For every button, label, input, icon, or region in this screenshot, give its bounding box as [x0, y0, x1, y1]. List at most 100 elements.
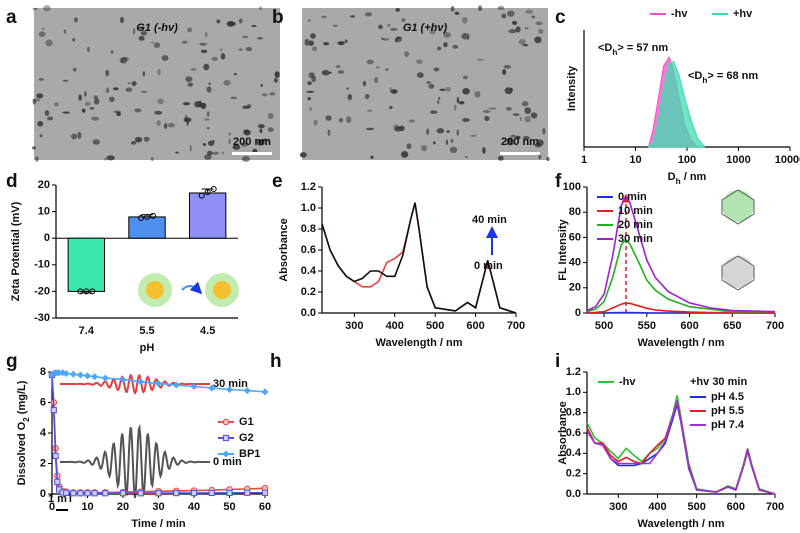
particle: [200, 49, 208, 54]
y-tick-label: 1.2: [566, 366, 581, 378]
particle: [333, 24, 338, 27]
particle: [200, 102, 207, 110]
micelle-cartoon: [138, 273, 239, 307]
particle: [329, 71, 332, 74]
particle: [505, 138, 514, 143]
particle: [438, 97, 441, 100]
particle: [233, 72, 238, 76]
particle: [523, 136, 530, 140]
particle: [36, 93, 44, 99]
legend-label: pH 7.4: [711, 419, 745, 431]
particle: [259, 6, 262, 11]
particle: [175, 151, 180, 154]
y-tick-label: 0.2: [301, 286, 316, 298]
legend-title: +hv 30 min: [690, 376, 747, 388]
x-tick-label: 5.5: [139, 325, 154, 337]
particle: [428, 83, 435, 89]
y-tick-label: 1.0: [566, 386, 581, 398]
series-line: [586, 195, 776, 313]
particle: [208, 82, 211, 86]
particle: [207, 150, 213, 156]
marker: [63, 489, 70, 496]
particle: [325, 115, 332, 121]
marker: [172, 381, 180, 389]
particle: [167, 123, 176, 128]
particle: [321, 70, 330, 76]
particle: [77, 131, 82, 139]
particle: [497, 155, 504, 161]
x-tick-label: 20: [117, 501, 129, 513]
particle: [462, 16, 468, 24]
particle: [157, 68, 161, 76]
particle: [267, 113, 274, 120]
marker: [190, 382, 198, 390]
marker: [222, 418, 230, 426]
particle: [125, 87, 133, 93]
x-tick-label: 10: [81, 501, 93, 513]
particle: [534, 36, 542, 44]
x-axis-label: Wavelength / nm: [638, 518, 725, 530]
particle: [35, 156, 39, 162]
particle: [524, 116, 531, 123]
marker: [91, 373, 99, 381]
particle: [370, 155, 374, 159]
y-tick-label: 10: [38, 206, 50, 218]
label-part: > = 57 nm: [617, 42, 668, 54]
particle: [394, 126, 402, 132]
y-tick-label: 40: [569, 257, 581, 269]
particle: [346, 116, 352, 124]
particle: [346, 87, 349, 90]
particle: [470, 134, 477, 137]
x-tick-label: 60: [259, 501, 271, 513]
particle: [202, 142, 206, 147]
particle: [112, 87, 119, 91]
particle: [404, 51, 409, 57]
particle: [72, 37, 76, 42]
particle: [256, 36, 263, 40]
particle: [238, 48, 243, 51]
scale-bar-label: 200 nm: [233, 136, 271, 148]
particle: [433, 67, 440, 72]
particle: [105, 69, 110, 77]
bar: [188, 192, 227, 239]
particle: [482, 146, 486, 154]
x-tick-label: 100: [678, 154, 696, 166]
particle: [390, 89, 398, 94]
particle: [260, 83, 264, 87]
particle: [108, 96, 115, 102]
label-part: Dissolved O: [16, 421, 28, 485]
x-tick-label: 300: [609, 501, 627, 513]
particle: [521, 101, 529, 107]
replicate-point: [83, 288, 90, 295]
label-part: / nm: [681, 171, 707, 183]
particle: [502, 69, 507, 76]
particle: [367, 109, 373, 112]
panel-letter: g: [6, 351, 18, 372]
particle: [156, 120, 161, 126]
particle: [462, 87, 470, 95]
marker: [119, 376, 127, 384]
particle: [187, 82, 193, 87]
particle: [134, 108, 142, 113]
x-tick-label: 7.4: [79, 325, 95, 337]
particle: [511, 20, 518, 25]
x-axis-label: Wavelength / nm: [638, 337, 725, 349]
legend-label: G1: [239, 416, 254, 428]
particle: [32, 146, 36, 150]
particle: [251, 24, 257, 28]
y-tick-label: -30: [34, 312, 50, 324]
series-line: [51, 375, 265, 494]
particle: [482, 110, 491, 113]
structure-icons: [721, 189, 755, 291]
replicate-point: [150, 212, 156, 219]
particle: [43, 5, 51, 12]
x-tick-label: 300: [345, 320, 363, 332]
series-line: [586, 395, 776, 495]
legend-label: G2: [239, 432, 254, 444]
label-part: h: [676, 177, 681, 186]
marker: [102, 490, 109, 497]
bar: [128, 216, 166, 239]
particle: [542, 127, 546, 135]
y-tick-label: 8: [40, 366, 46, 378]
particle: [137, 26, 145, 29]
